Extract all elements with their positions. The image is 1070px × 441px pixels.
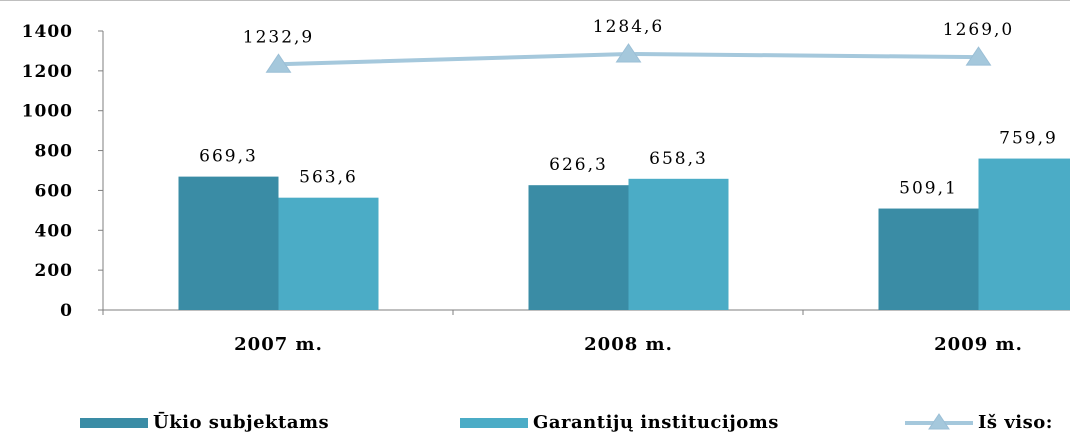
bar (878, 208, 979, 310)
legend-label: Iš viso: (978, 412, 1053, 433)
bar (978, 158, 1070, 310)
y-tick-label: 1000 (22, 102, 73, 122)
plot-area: 0 200 400 600 800 1000 1200 1400 2007 m. 2008 m. 2… (22, 17, 1070, 355)
legend-label: Garantijų institucijoms (533, 412, 779, 433)
y-tick-label: 1200 (22, 62, 73, 82)
bar (528, 185, 629, 310)
data-label: 1284,6 (593, 17, 664, 37)
legend-swatch (80, 418, 148, 428)
y-tick-label: 200 (35, 261, 74, 281)
bar (178, 176, 279, 310)
x-tick-label: 2007 m. (234, 334, 323, 355)
legend-triangle-marker (928, 413, 950, 430)
data-label: 563,6 (299, 168, 358, 188)
y-tick-label: 600 (35, 181, 74, 201)
data-label: 626,3 (549, 155, 608, 175)
triangle-marker (965, 46, 992, 66)
triangle-marker (265, 53, 292, 73)
legend: Ūkio subjektams Garantijų institucijoms Iš… (80, 410, 1053, 433)
x-tick-label: 2009 m. (934, 334, 1023, 355)
legend-swatch (460, 418, 528, 428)
x-tick-label: 2008 m. (584, 334, 673, 355)
data-label: 669,3 (199, 147, 258, 167)
y-tick-label: 800 (35, 142, 74, 162)
y-tick-label: 400 (35, 221, 74, 241)
data-label: 509,1 (899, 179, 958, 199)
data-label: 759,9 (999, 129, 1058, 149)
legend-label: Ūkio subjektams (153, 410, 329, 433)
data-label: 1232,9 (243, 27, 314, 47)
data-label: 658,3 (649, 149, 708, 169)
data-label: 1269,0 (943, 20, 1014, 40)
y-tick-label: 1400 (22, 22, 73, 42)
bar (628, 178, 729, 310)
y-tick-label: 0 (60, 301, 73, 321)
triangle-marker (615, 43, 642, 63)
bar (278, 197, 379, 310)
